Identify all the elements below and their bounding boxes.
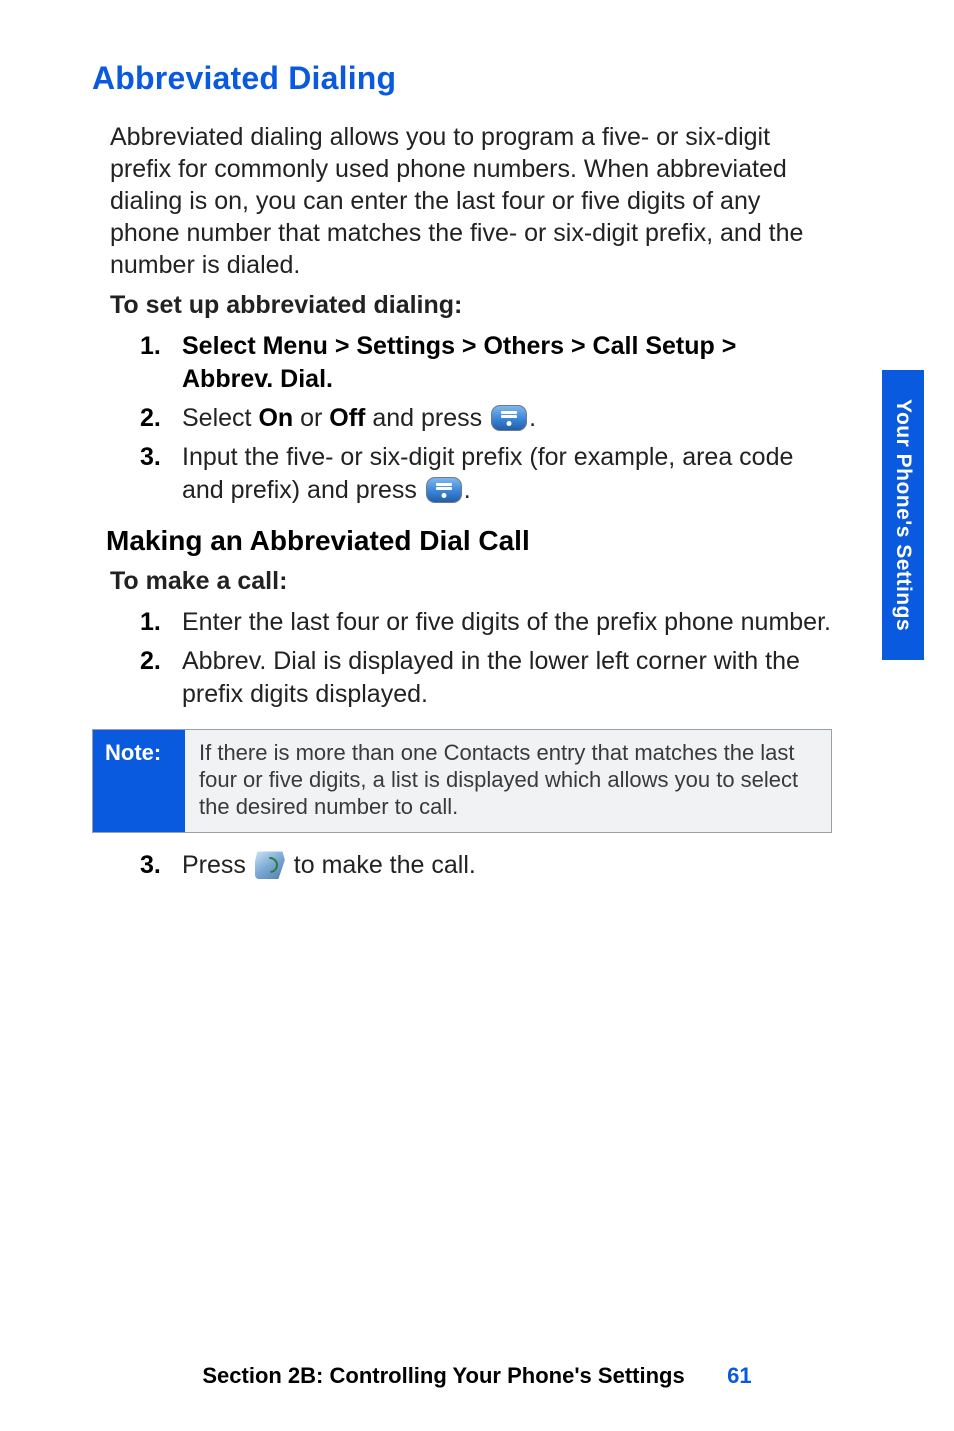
setup-steps: 1. Select Menu > Settings > Others > Cal… [140, 330, 832, 507]
setup-step-1: 1. Select Menu > Settings > Others > Cal… [140, 330, 832, 396]
step-number: 3. [140, 441, 161, 474]
manual-page: Your Phone's Settings Abbreviated Dialin… [0, 0, 954, 1431]
step-3-text-a: Input the five- or six-digit prefix (for… [182, 443, 793, 504]
step-1-text: Select Menu > Settings > Others > Call S… [182, 332, 736, 393]
note-box: Note: If there is more than one Contacts… [92, 729, 832, 833]
step-number: 1. [140, 330, 161, 363]
call-step-3-text-a: Press [182, 851, 253, 879]
call-steps-cont: 3. Press to make the call. [140, 849, 832, 882]
menu-ok-key-icon [491, 405, 527, 431]
footer-page-number: 61 [727, 1363, 751, 1388]
step-2-off: Off [329, 404, 365, 432]
setup-step-2: 2. Select On or Off and press . [140, 402, 832, 435]
step-number: 1. [140, 606, 161, 639]
talk-key-icon [255, 851, 285, 879]
page-footer: Section 2B: Controlling Your Phone's Set… [0, 1363, 954, 1389]
call-steps: 1. Enter the last four or five digits of… [140, 606, 832, 711]
call-step-1: 1. Enter the last four or five digits of… [140, 606, 832, 639]
step-number: 2. [140, 645, 161, 678]
step-2-on: On [258, 404, 293, 432]
subsection-title: Making an Abbreviated Dial Call [106, 525, 832, 557]
step-3-end: . [464, 476, 471, 504]
step-2-text-b: and press [365, 404, 489, 432]
call-step-2: 2. Abbrev. Dial is displayed in the lowe… [140, 645, 832, 711]
page-title: Abbreviated Dialing [92, 60, 832, 97]
menu-ok-key-icon [426, 477, 462, 503]
page-content: Abbreviated Dialing Abbreviated dialing … [92, 60, 832, 882]
note-text: If there is more than one Contacts entry… [185, 730, 831, 832]
call-step-1-text: Enter the last four or five digits of th… [182, 608, 831, 636]
chapter-tab: Your Phone's Settings [882, 370, 924, 660]
call-step-3: 3. Press to make the call. [140, 849, 832, 882]
call-step-2-text: Abbrev. Dial is displayed in the lower l… [182, 647, 800, 708]
step-2-text-a: Select [182, 404, 258, 432]
footer-section: Section 2B: Controlling Your Phone's Set… [202, 1363, 684, 1388]
step-number: 2. [140, 402, 161, 435]
setup-step-3: 3. Input the five- or six-digit prefix (… [140, 441, 832, 507]
call-step-3-text-b: to make the call. [287, 851, 476, 879]
setup-lead: To set up abbreviated dialing: [110, 291, 832, 320]
step-2-end: . [529, 404, 536, 432]
step-number: 3. [140, 849, 161, 882]
intro-paragraph: Abbreviated dialing allows you to progra… [110, 121, 832, 281]
step-2-or: or [293, 404, 329, 432]
note-label: Note: [93, 730, 185, 832]
chapter-tab-label: Your Phone's Settings [891, 399, 915, 631]
call-lead: To make a call: [110, 567, 832, 596]
